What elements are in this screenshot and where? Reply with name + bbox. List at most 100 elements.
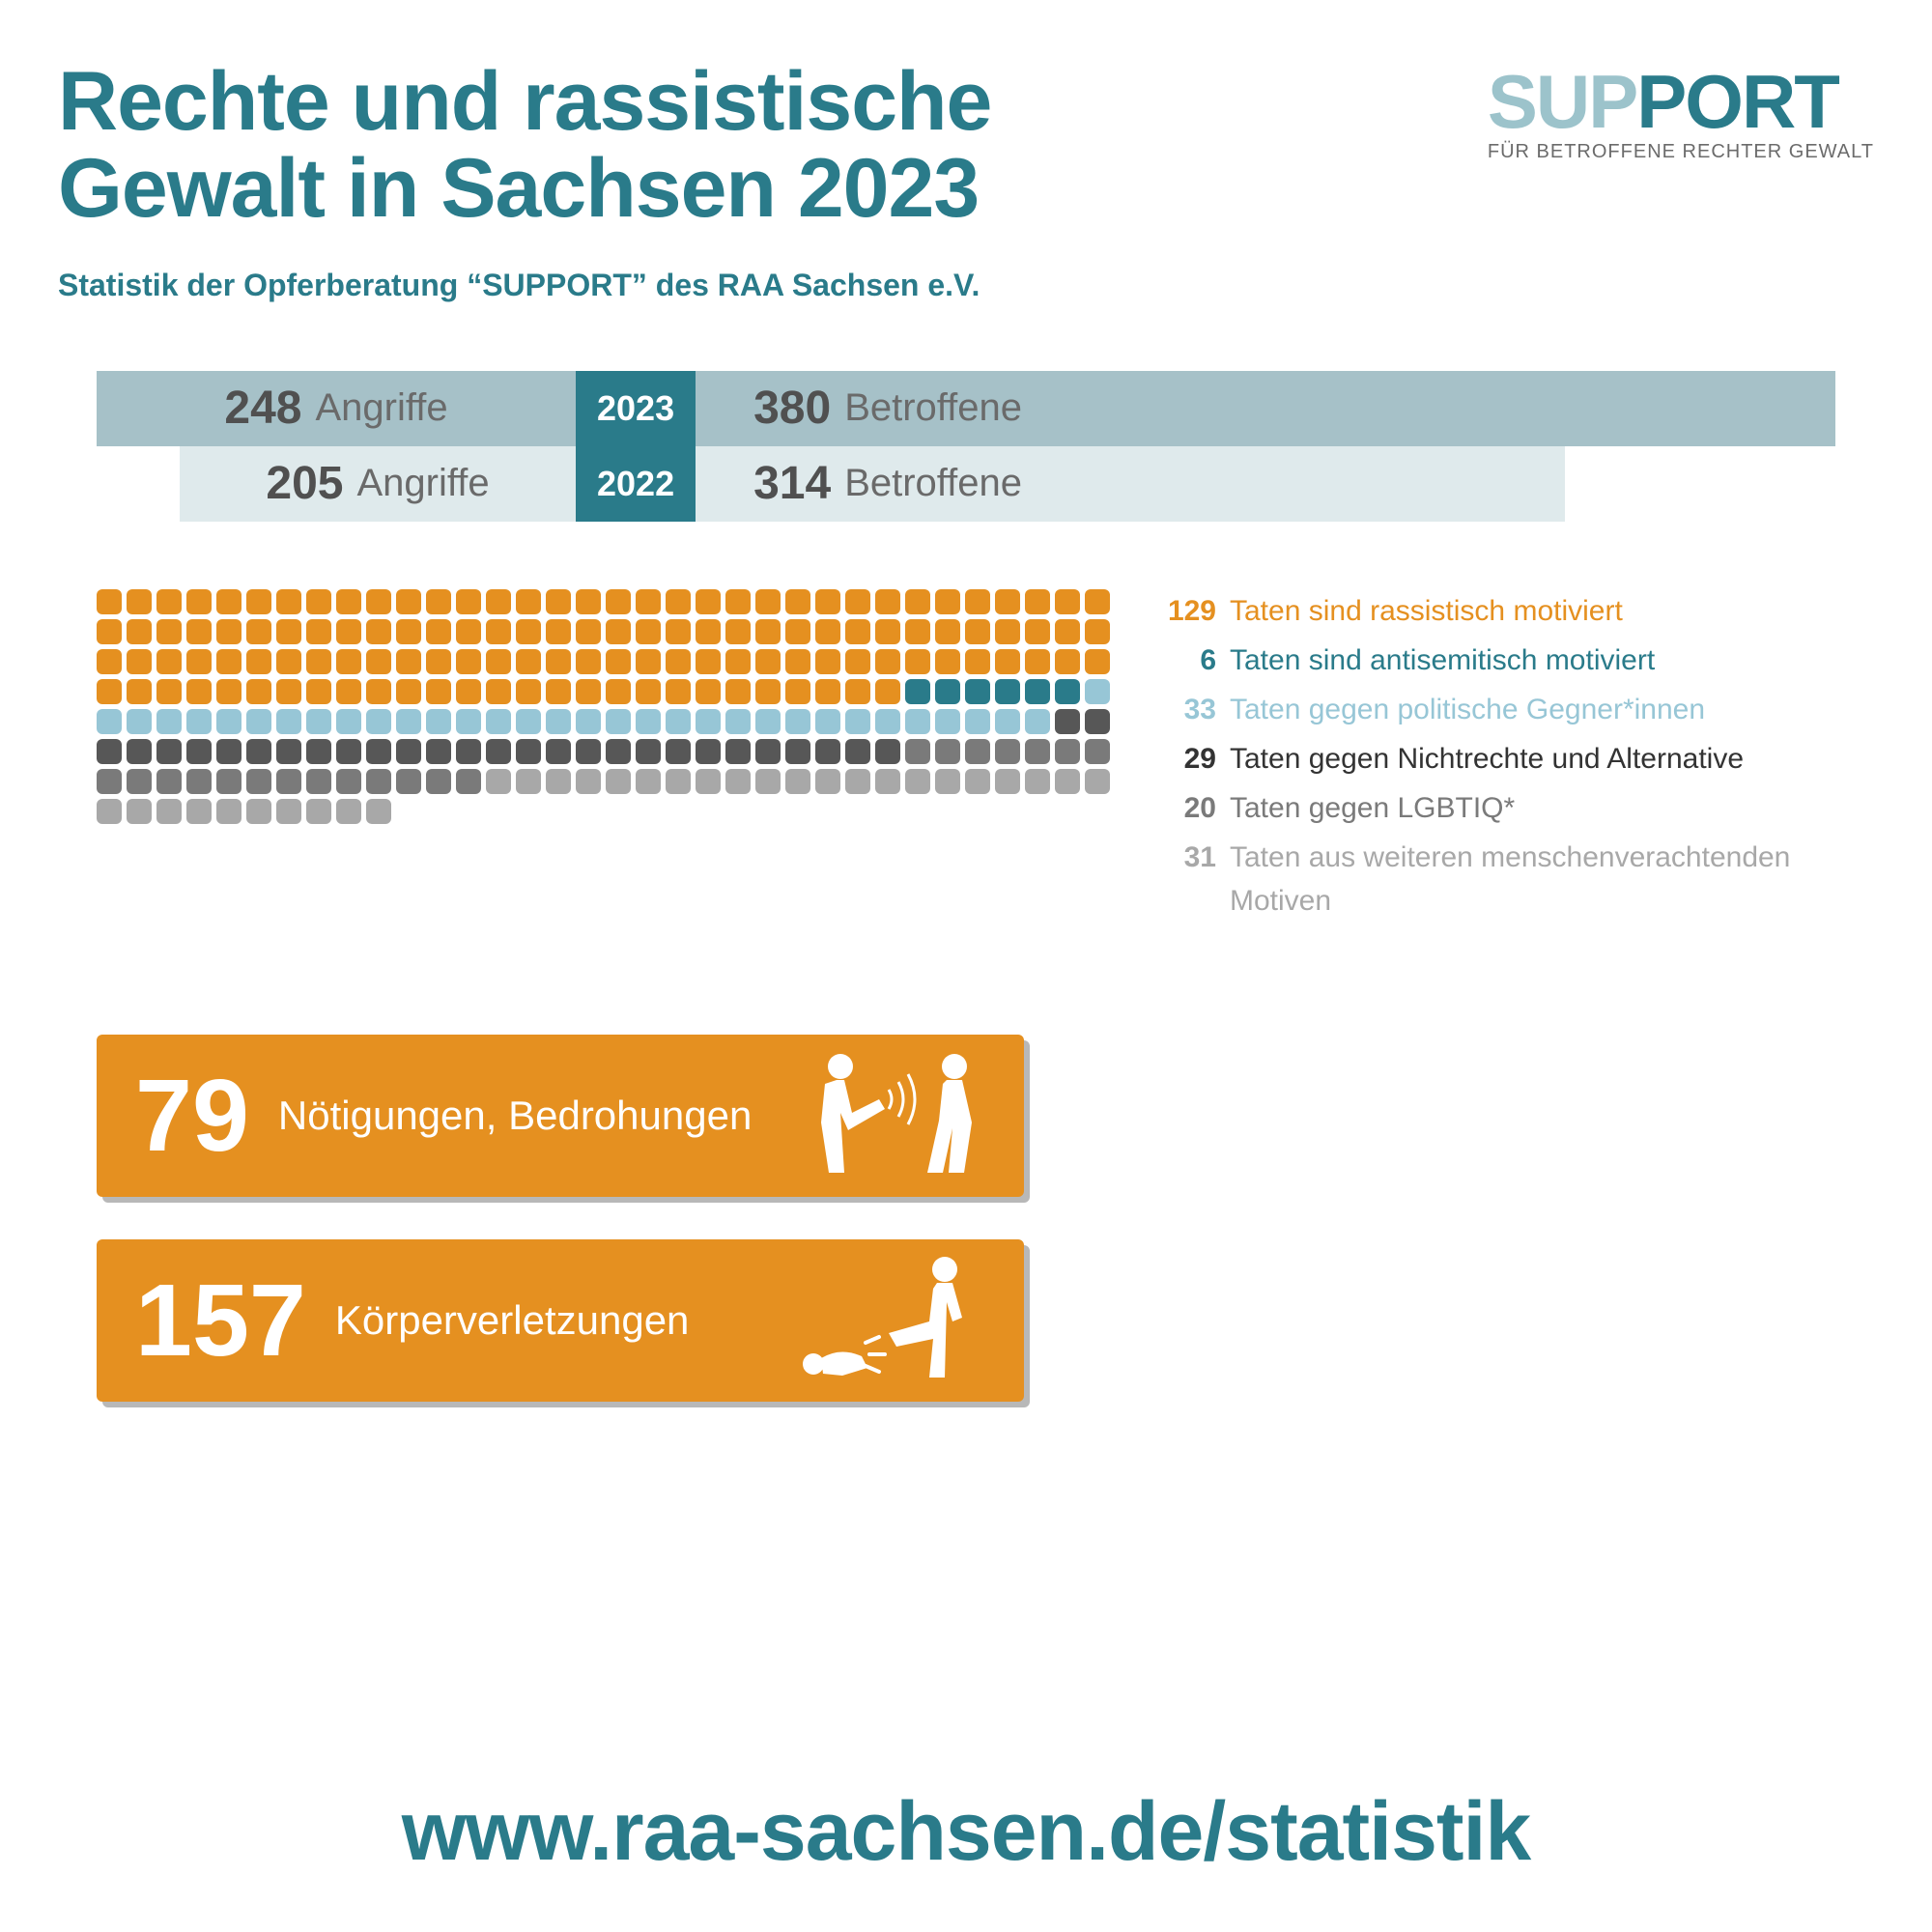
waffle-cell: [606, 589, 631, 614]
affected-label: Betroffene: [844, 386, 1022, 430]
waffle-cell: [546, 589, 571, 614]
waffle-cell: [995, 709, 1020, 734]
legend-row: 129Taten sind rassistisch motiviert: [1149, 589, 1809, 633]
waffle-cell: [246, 769, 271, 794]
title-block: Rechte und rassistische Gewalt in Sachse…: [58, 58, 991, 303]
stat-pictogram: [773, 1250, 985, 1390]
waffle-cell: [815, 589, 840, 614]
waffle-cell: [995, 619, 1020, 644]
logo: SUPPORT FÜR BETROFFENE RECHTER GEWALT: [1488, 68, 1874, 163]
waffle-cell: [606, 619, 631, 644]
title-line2: Gewalt in Sachsen 2023: [58, 142, 979, 235]
waffle-cell: [965, 709, 990, 734]
page-title: Rechte und rassistische Gewalt in Sachse…: [58, 58, 991, 233]
footer-url: www.raa-sachsen.de/statistik: [0, 1784, 1932, 1880]
waffle-cell: [366, 709, 391, 734]
waffle-cell: [366, 589, 391, 614]
waffle-cell: [246, 709, 271, 734]
waffle-cell: [216, 589, 242, 614]
waffle-cell: [336, 589, 361, 614]
waffle-cell: [426, 619, 451, 644]
waffle-cell: [1085, 589, 1110, 614]
waffle-cell: [336, 739, 361, 764]
waffle-cell: [276, 649, 301, 674]
waffle-cell: [935, 679, 960, 704]
waffle-cell: [875, 709, 900, 734]
waffle-cell: [186, 799, 212, 824]
waffle-cell: [456, 709, 481, 734]
waffle-cell: [755, 769, 781, 794]
waffle-cell: [486, 769, 511, 794]
waffle-cell: [1085, 649, 1110, 674]
stat-label: Nötigungen, Bedrohungen: [278, 1093, 752, 1139]
waffle-cell: [156, 679, 182, 704]
waffle-cell: [606, 769, 631, 794]
waffle-cell: [156, 799, 182, 824]
waffle-cell: [306, 709, 331, 734]
waffle-cell: [156, 619, 182, 644]
waffle-cell: [186, 619, 212, 644]
waffle-cell: [516, 679, 541, 704]
waffle-cell: [606, 739, 631, 764]
waffle-cell: [755, 739, 781, 764]
waffle-cell: [935, 709, 960, 734]
waffle-cell: [97, 589, 122, 614]
waffle-cell: [516, 769, 541, 794]
waffle-cell: [815, 679, 840, 704]
waffle-cell: [276, 799, 301, 824]
waffle-cell: [486, 679, 511, 704]
waffle-cell: [1055, 649, 1080, 674]
waffle-cell: [935, 739, 960, 764]
waffle-cell: [366, 619, 391, 644]
legend-count: 6: [1149, 639, 1216, 682]
waffle-cell: [965, 679, 990, 704]
waffle-cell: [1025, 649, 1050, 674]
waffle-cell: [845, 739, 870, 764]
attacks-number: 205: [266, 457, 343, 510]
waffle-cell: [935, 769, 960, 794]
waffle-cell: [546, 619, 571, 644]
waffle-cell: [1085, 619, 1110, 644]
waffle-cell: [1055, 769, 1080, 794]
waffle-cell: [156, 739, 182, 764]
waffle-cell: [216, 769, 242, 794]
waffle-cell: [696, 679, 721, 704]
waffle-cell: [426, 769, 451, 794]
waffle-cell: [306, 769, 331, 794]
legend-label: Taten gegen politische Gegner*innen: [1230, 688, 1705, 731]
waffle-cell: [1025, 739, 1050, 764]
waffle-cell: [97, 709, 122, 734]
waffle-cell: [636, 589, 661, 614]
waffle-cell: [336, 649, 361, 674]
waffle-cell: [97, 619, 122, 644]
legend-label: Taten aus weiteren menschenverachtenden …: [1230, 836, 1809, 923]
waffle-cell: [546, 679, 571, 704]
waffle-chart: [97, 589, 1110, 824]
waffle-cell: [965, 769, 990, 794]
waffle-cell: [935, 619, 960, 644]
header: Rechte und rassistische Gewalt in Sachse…: [58, 58, 1874, 303]
waffle-cell: [995, 739, 1020, 764]
waffle-cell: [246, 589, 271, 614]
waffle-cell: [1025, 709, 1050, 734]
assault-icon: [773, 1250, 985, 1385]
waffle-cell: [276, 589, 301, 614]
waffle-cell: [666, 589, 691, 614]
waffle-cell: [606, 709, 631, 734]
waffle-cell: [845, 589, 870, 614]
waffle-cell: [456, 589, 481, 614]
waffle-cell: [845, 619, 870, 644]
waffle-cell: [486, 619, 511, 644]
waffle-cell: [815, 649, 840, 674]
waffle-cell: [576, 589, 601, 614]
waffle-cell: [306, 649, 331, 674]
legend-count: 20: [1149, 786, 1216, 830]
legend-row: 29Taten gegen Nichtrechte und Alternativ…: [1149, 737, 1809, 781]
waffle-cell: [815, 619, 840, 644]
waffle-cell: [1025, 679, 1050, 704]
waffle-cell: [336, 799, 361, 824]
affected-label: Betroffene: [844, 462, 1022, 505]
waffle-cell: [995, 769, 1020, 794]
waffle-cell: [516, 619, 541, 644]
title-line1: Rechte und rassistische: [58, 55, 991, 148]
